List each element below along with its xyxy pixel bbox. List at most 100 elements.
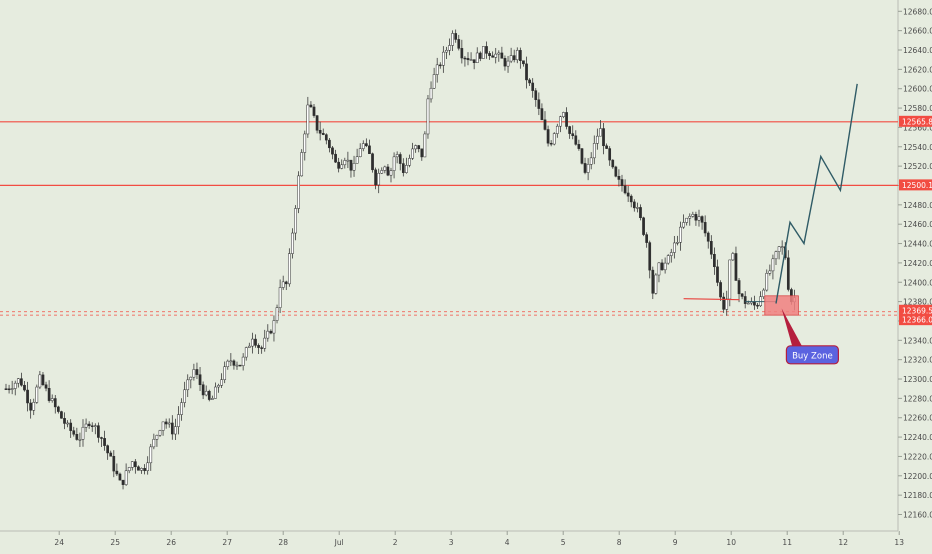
candle-body	[497, 52, 501, 55]
x-tick-label: 12	[838, 538, 848, 547]
callout-pointer	[781, 308, 803, 347]
x-tick-label: 5	[561, 538, 566, 547]
candle-body	[719, 282, 722, 298]
candle-body	[768, 270, 772, 274]
candle	[57, 405, 60, 414]
candle-body	[266, 330, 270, 339]
candle	[706, 231, 710, 249]
candle-body	[472, 59, 476, 63]
candle	[777, 246, 781, 260]
y-tick-label: 12600.0	[903, 85, 932, 94]
candle-body	[657, 262, 661, 276]
candle-body	[571, 133, 575, 136]
candle	[318, 121, 322, 141]
candle	[198, 366, 202, 392]
x-tick-label: 10	[726, 538, 736, 547]
candle-body	[411, 148, 414, 159]
x-tick-label: Jul	[334, 538, 344, 547]
candle-body	[537, 99, 541, 109]
candle-body	[660, 262, 664, 271]
candle-body	[16, 378, 20, 384]
candle-body	[278, 287, 282, 308]
candle-body	[84, 423, 88, 428]
y-tick-label: 12640.0	[903, 46, 932, 55]
candle	[170, 415, 174, 440]
candle-body	[728, 259, 732, 300]
candle	[460, 39, 464, 64]
candle-body	[700, 216, 704, 223]
candle	[512, 49, 516, 63]
candle	[522, 60, 525, 67]
candle	[161, 421, 165, 436]
candle	[291, 228, 294, 259]
y-tick-label: 12660.0	[903, 27, 932, 36]
candle	[127, 466, 131, 474]
candle	[786, 250, 790, 292]
candle	[574, 130, 578, 146]
candle-body	[20, 378, 23, 386]
candle	[642, 216, 645, 237]
candle-body	[90, 425, 94, 427]
candle	[226, 359, 230, 370]
candle	[651, 266, 655, 300]
candle	[72, 426, 76, 437]
candle	[599, 120, 602, 137]
candle-body	[740, 293, 744, 297]
candle-body	[676, 242, 679, 244]
candle-body	[201, 384, 205, 396]
candle	[321, 128, 325, 136]
candle	[10, 380, 14, 395]
candle	[63, 412, 66, 430]
candle	[361, 140, 365, 152]
candle	[398, 152, 402, 171]
candle-body	[44, 384, 48, 389]
candle-body	[78, 439, 82, 441]
candle-body	[260, 347, 263, 349]
price-tag	[899, 314, 932, 326]
candle	[4, 383, 8, 390]
candle	[466, 52, 470, 66]
x-tick-label: 13	[894, 538, 904, 547]
candle	[13, 380, 17, 396]
candle	[78, 432, 82, 448]
candle-body	[549, 142, 553, 145]
candle-body	[226, 360, 230, 368]
candle-body	[180, 402, 183, 415]
candle	[457, 34, 461, 51]
candle-body	[546, 129, 550, 144]
candle	[435, 57, 439, 83]
candle	[713, 247, 716, 275]
candle	[589, 152, 593, 170]
candle-body	[152, 438, 156, 448]
candle-body	[771, 258, 775, 272]
candle	[648, 240, 652, 279]
candle	[87, 421, 91, 429]
candle-body	[401, 163, 405, 173]
candle	[377, 168, 381, 194]
candle	[312, 103, 316, 118]
candle	[596, 128, 599, 150]
candle-body	[87, 423, 91, 426]
candle-body	[562, 112, 565, 117]
y-tick-label: 12480.0	[903, 201, 932, 210]
candle-body	[137, 466, 140, 471]
candle	[432, 67, 436, 89]
candle	[26, 381, 29, 412]
candle-body	[103, 438, 106, 446]
candle	[697, 209, 701, 227]
candle	[47, 380, 51, 403]
candle-body	[81, 426, 85, 440]
candle-body	[331, 147, 334, 155]
candle	[762, 288, 766, 300]
candle	[614, 165, 618, 178]
support-segment	[683, 298, 740, 301]
candle	[549, 140, 553, 147]
candle	[272, 315, 276, 342]
candle-body	[251, 338, 254, 347]
candle-body	[654, 274, 658, 294]
candle-body	[512, 55, 516, 61]
candle	[694, 211, 698, 226]
candle	[180, 398, 183, 421]
candle	[485, 41, 488, 59]
